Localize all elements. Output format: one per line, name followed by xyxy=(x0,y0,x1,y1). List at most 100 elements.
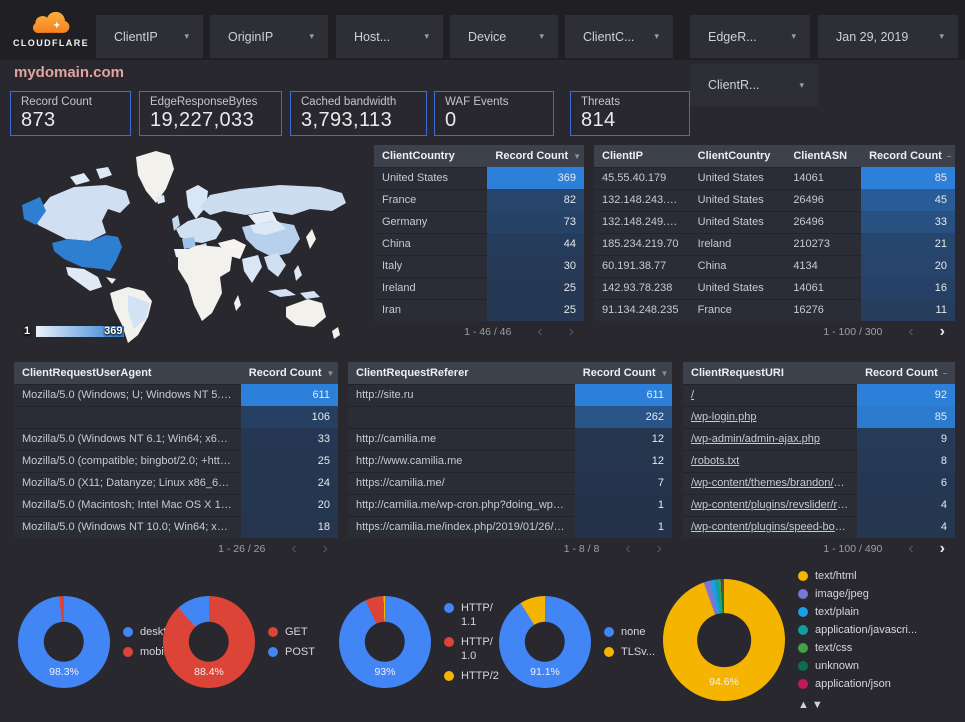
column-header-label: Record Count xyxy=(582,367,656,379)
table-cell: United States xyxy=(382,172,449,184)
column-header[interactable]: Record Count – xyxy=(861,145,955,167)
donut-legend: HTTP/ 1.1 HTTP/ 1.0 HTTP/2 xyxy=(444,601,502,683)
legend-item: HTTP/ 1.1 xyxy=(444,601,502,629)
record-count-cell: 44 xyxy=(487,233,584,255)
table-cell: Iran xyxy=(382,304,401,316)
table-row: Mozilla/5.0 (Macintosh; Intel Mac OS X 1… xyxy=(14,494,338,516)
pagination-label: 1 - 8 / 8 xyxy=(563,543,600,555)
record-count-cell: 4 xyxy=(857,494,955,516)
next-page-icon[interactable]: › xyxy=(939,323,945,340)
column-header-label: ClientCountry xyxy=(382,150,455,162)
prev-page-icon[interactable]: ‹ xyxy=(908,323,914,340)
table-cell: United States xyxy=(697,216,764,228)
column-header[interactable]: ClientCountry xyxy=(690,145,786,167)
filter-host[interactable]: Host... ▾ xyxy=(336,15,443,58)
table-row: http://site.ru 611 xyxy=(348,384,672,406)
chevron-down-icon: ▾ xyxy=(654,31,659,41)
date-range-control[interactable]: Jan 29, 2019 ▾ xyxy=(818,15,958,58)
scorecard-value: 0 xyxy=(445,109,457,131)
table-row: http://camilia.me/wp-cron.php?doing_wp_c… xyxy=(348,494,672,516)
next-page-icon[interactable]: › xyxy=(322,540,328,557)
table-cell[interactable]: /wp-content/plugins/speed-booste... xyxy=(691,521,858,533)
record-count-cell: 1 xyxy=(574,516,672,538)
column-header[interactable]: ClientRequestReferer xyxy=(348,362,575,384)
column-header-label: ClientCountry xyxy=(697,150,771,162)
legend-item: application/json xyxy=(798,677,898,691)
column-header-label: ClientRequestReferer xyxy=(356,367,469,379)
column-header[interactable]: ClientRequestURI xyxy=(683,362,857,384)
scorecard-label: Record Count xyxy=(21,96,92,108)
filter-edgeresponse[interactable]: EdgeR... ▾ xyxy=(690,15,810,58)
legend-dot-icon xyxy=(798,607,808,617)
record-count-cell: 33 xyxy=(240,428,338,450)
column-header-label: Record Count xyxy=(865,367,938,379)
table-cell: 132.148.243.238 xyxy=(602,194,685,206)
donut-chart[interactable]: 98.3% xyxy=(18,596,110,688)
record-count-cell: 6 xyxy=(857,472,955,494)
table-row: Ireland 25 xyxy=(374,277,584,299)
pagination-label: 1 - 26 / 26 xyxy=(218,543,266,555)
donut-chart[interactable]: 93% xyxy=(339,596,431,688)
table-row: 132.148.249.210 United States 26496 33 xyxy=(594,211,955,233)
record-count-cell: 24 xyxy=(240,472,338,494)
table-cell: 60.191.38.77 xyxy=(602,260,667,272)
donut-chart[interactable]: 94.6% xyxy=(663,579,785,701)
donut-http-method: 88.4% GET POST xyxy=(163,566,315,718)
prev-page-icon[interactable]: ‹ xyxy=(908,540,914,557)
column-header[interactable]: Record Count ▼ xyxy=(487,145,584,167)
filter-device[interactable]: Device ▾ xyxy=(450,15,558,58)
prev-page-icon[interactable]: ‹ xyxy=(537,323,543,340)
column-header[interactable]: ClientRequestUserAgent xyxy=(14,362,241,384)
table-cell xyxy=(14,406,241,428)
table-cell[interactable]: /wp-content/plugins/revslider/rs-p... xyxy=(691,499,858,511)
pagination: 1 - 8 / 8 ‹ › xyxy=(348,540,672,558)
column-header[interactable]: ClientCountry xyxy=(374,145,487,167)
pagination-label: 1 - 100 / 300 xyxy=(823,326,883,338)
table-row: China 44 xyxy=(374,233,584,255)
world-map[interactable]: 1 369 xyxy=(10,145,370,345)
table-cell: 132.148.249.210 xyxy=(602,216,685,228)
filter-clientcountry[interactable]: ClientC... ▾ xyxy=(565,15,673,58)
filter-clientrequest[interactable]: ClientR... ▾ xyxy=(690,64,818,106)
table-cell[interactable]: / xyxy=(691,389,695,401)
column-header[interactable]: Record Count ▼ xyxy=(241,362,338,384)
record-count-cell: 92 xyxy=(857,384,955,406)
next-page-icon[interactable]: › xyxy=(568,323,574,340)
record-count-cell: 21 xyxy=(861,233,955,255)
table-cell: United States xyxy=(697,194,764,206)
table-cell: https://camilia.me/ xyxy=(356,477,445,489)
table-header-row: ClientRequestReferer Record Count ▼ xyxy=(348,362,672,384)
table-cell[interactable]: /wp-admin/admin-ajax.php xyxy=(691,433,821,445)
filter-clientip[interactable]: ClientIP ▾ xyxy=(96,15,203,58)
donut-percent-label: 94.6% xyxy=(709,675,739,688)
legend-dot-icon xyxy=(268,627,278,637)
table-cell[interactable]: /robots.txt xyxy=(691,455,740,467)
legend-scroll-arrows[interactable]: ▲▼ xyxy=(798,699,826,711)
donut-chart[interactable]: 88.4% xyxy=(163,596,255,688)
next-page-icon[interactable]: › xyxy=(656,540,662,557)
prev-page-icon[interactable]: ‹ xyxy=(625,540,631,557)
legend-dot-icon xyxy=(444,671,454,681)
legend-label: HTTP/ 1.0 xyxy=(461,636,493,662)
table-cell[interactable]: /wp-content/themes/brandon/plu... xyxy=(691,477,858,489)
filter-originip[interactable]: OriginIP ▾ xyxy=(210,15,328,58)
filter-label: Host... xyxy=(354,29,391,44)
column-header[interactable]: ClientASN xyxy=(785,145,861,167)
next-page-icon[interactable]: › xyxy=(939,540,945,557)
donut-chart[interactable]: 91.1% xyxy=(499,596,591,688)
table-row: Iran 25 xyxy=(374,299,584,321)
scorecard-label: EdgeResponseBytes xyxy=(150,96,258,108)
table-cell[interactable]: /wp-login.php xyxy=(691,411,757,423)
top-bar: CLOUDFLARE ClientIP ▾ OriginIP ▾ Host...… xyxy=(0,0,965,60)
prev-page-icon[interactable]: ‹ xyxy=(291,540,297,557)
record-count-cell: 25 xyxy=(487,299,584,321)
legend-label: application/javascri... xyxy=(815,624,918,636)
column-header[interactable]: ClientIP xyxy=(594,145,690,167)
table-cell: Mozilla/5.0 (Windows; U; Windows NT 5.1;… xyxy=(22,389,241,401)
column-header[interactable]: Record Count ▼ xyxy=(575,362,672,384)
cloudflare-wordmark: CLOUDFLARE xyxy=(13,38,89,48)
column-header[interactable]: Record Count – xyxy=(857,362,955,384)
table-row: Mozilla/5.0 (Windows NT 10.0; Win64; x64… xyxy=(14,516,338,538)
table-row: http://www.camilia.me 12 xyxy=(348,450,672,472)
legend-item: application/javascri... xyxy=(798,623,917,637)
